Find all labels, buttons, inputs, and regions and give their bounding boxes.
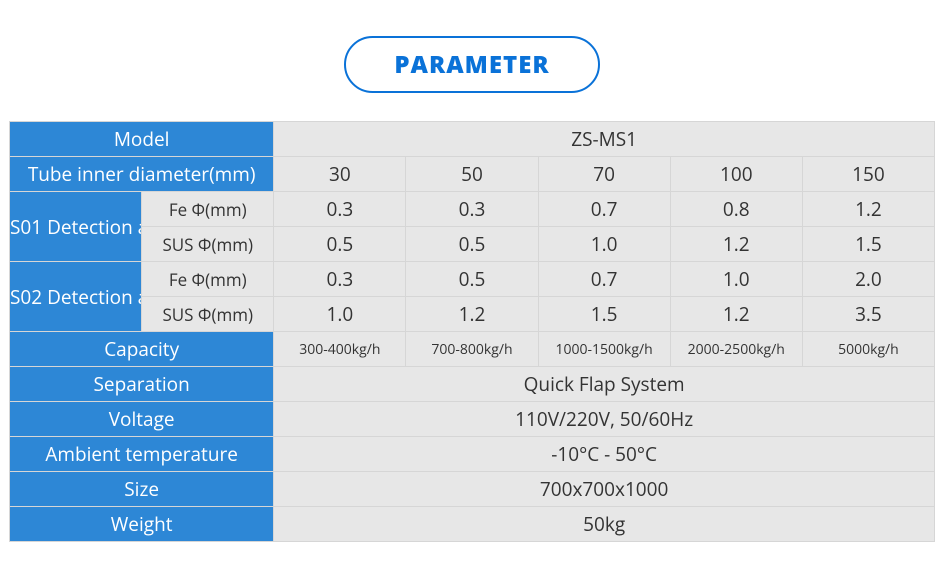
row-separation: Separation Quick Flap System [10, 367, 935, 402]
cell-s01-fe-4: 1.2 [802, 192, 934, 227]
cell-s02-sus-3: 1.2 [670, 297, 802, 332]
cell-capacity-0: 300-400kg/h [274, 332, 406, 367]
cell-s01-fe-1: 0.3 [406, 192, 538, 227]
row-weight: Weight 50kg [10, 507, 935, 542]
cell-s01-sus-2: 1.0 [538, 227, 670, 262]
row-s01-sus: SUS Φ(mm) 0.5 0.5 1.0 1.2 1.5 [10, 227, 935, 262]
parameter-table: Model ZS-MS1 Tube inner diameter(mm) 30 … [9, 121, 935, 542]
cell-tube-0: 30 [274, 157, 406, 192]
row-tube: Tube inner diameter(mm) 30 50 70 100 150 [10, 157, 935, 192]
row-s02-fe: S02 Detection accuracy Fe Φ(mm) 0.3 0.5 … [10, 262, 935, 297]
cell-tube-1: 50 [406, 157, 538, 192]
cell-s02-fe-2: 0.7 [538, 262, 670, 297]
value-size: 700x700x1000 [274, 472, 935, 507]
cell-tube-3: 100 [670, 157, 802, 192]
cell-tube-4: 150 [802, 157, 934, 192]
cell-s01-fe-2: 0.7 [538, 192, 670, 227]
cell-s01-sus-3: 1.2 [670, 227, 802, 262]
sublabel-s01-fe: Fe Φ(mm) [142, 192, 274, 227]
label-s01: S01 Detection accuracy [10, 192, 142, 262]
cell-s02-sus-0: 1.0 [274, 297, 406, 332]
sublabel-s01-sus: SUS Φ(mm) [142, 227, 274, 262]
cell-s02-sus-4: 3.5 [802, 297, 934, 332]
value-voltage: 110V/220V, 50/60Hz [274, 402, 935, 437]
value-ambient: -10°C - 50°C [274, 437, 935, 472]
cell-capacity-3: 2000-2500kg/h [670, 332, 802, 367]
row-s01-fe: S01 Detection accuracy Fe Φ(mm) 0.3 0.3 … [10, 192, 935, 227]
title-container: PARAMETER [0, 0, 944, 121]
cell-s02-sus-2: 1.5 [538, 297, 670, 332]
row-s02-sus: SUS Φ(mm) 1.0 1.2 1.5 1.2 3.5 [10, 297, 935, 332]
value-weight: 50kg [274, 507, 935, 542]
cell-s01-fe-3: 0.8 [670, 192, 802, 227]
row-model: Model ZS-MS1 [10, 122, 935, 157]
label-model: Model [10, 122, 274, 157]
cell-s02-fe-4: 2.0 [802, 262, 934, 297]
cell-capacity-1: 700-800kg/h [406, 332, 538, 367]
cell-capacity-4: 5000kg/h [802, 332, 934, 367]
row-capacity: Capacity 300-400kg/h 700-800kg/h 1000-15… [10, 332, 935, 367]
cell-s02-sus-1: 1.2 [406, 297, 538, 332]
label-ambient: Ambient temperature [10, 437, 274, 472]
row-voltage: Voltage 110V/220V, 50/60Hz [10, 402, 935, 437]
cell-s01-sus-1: 0.5 [406, 227, 538, 262]
label-s02: S02 Detection accuracy [10, 262, 142, 332]
label-weight: Weight [10, 507, 274, 542]
row-ambient: Ambient temperature -10°C - 50°C [10, 437, 935, 472]
cell-s02-fe-3: 1.0 [670, 262, 802, 297]
value-model: ZS-MS1 [274, 122, 935, 157]
label-separation: Separation [10, 367, 274, 402]
cell-capacity-2: 1000-1500kg/h [538, 332, 670, 367]
cell-s02-fe-0: 0.3 [274, 262, 406, 297]
cell-s01-fe-0: 0.3 [274, 192, 406, 227]
cell-s02-fe-1: 0.5 [406, 262, 538, 297]
row-size: Size 700x700x1000 [10, 472, 935, 507]
label-size: Size [10, 472, 274, 507]
sublabel-s02-fe: Fe Φ(mm) [142, 262, 274, 297]
label-voltage: Voltage [10, 402, 274, 437]
cell-tube-2: 70 [538, 157, 670, 192]
value-separation: Quick Flap System [274, 367, 935, 402]
label-tube: Tube inner diameter(mm) [10, 157, 274, 192]
parameter-badge: PARAMETER [344, 36, 599, 93]
label-capacity: Capacity [10, 332, 274, 367]
sublabel-s02-sus: SUS Φ(mm) [142, 297, 274, 332]
cell-s01-sus-4: 1.5 [802, 227, 934, 262]
cell-s01-sus-0: 0.5 [274, 227, 406, 262]
